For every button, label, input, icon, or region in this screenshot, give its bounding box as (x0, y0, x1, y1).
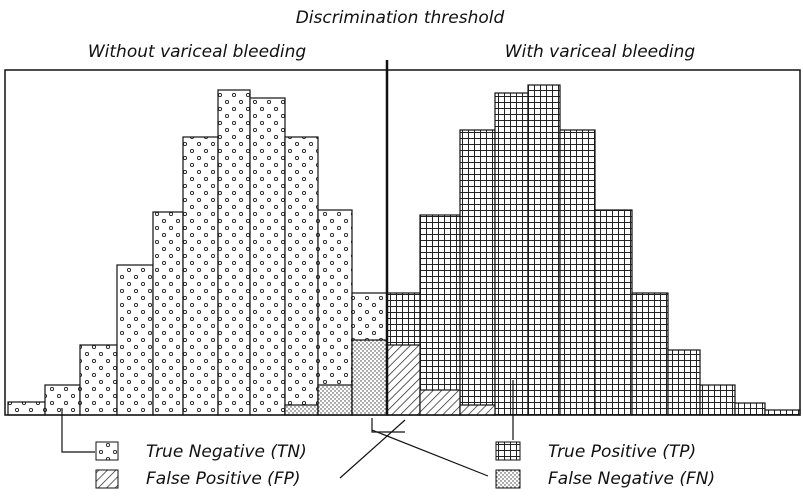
tn-bar (284, 136, 319, 416)
tp-bar (734, 402, 766, 416)
tn-bar (7, 401, 46, 416)
tp-bar (699, 384, 736, 416)
fn-bar (284, 404, 319, 416)
tn-bar (79, 344, 118, 416)
legend-label: False Negative (FN) (548, 469, 715, 489)
fp-bar (459, 404, 496, 416)
fn-bar (317, 384, 353, 416)
tp-bar (667, 349, 701, 416)
legend-swatch (95, 441, 119, 461)
fp-bar (386, 344, 421, 416)
tp-bar (559, 129, 596, 416)
legend-swatch (495, 441, 521, 461)
tp-bar (459, 129, 496, 416)
legend-label: True Positive (TP) (548, 442, 696, 462)
tn-bar (317, 209, 353, 416)
tn-bar (152, 211, 184, 416)
group-label: With variceal bleeding (505, 42, 696, 62)
tn-bar (182, 136, 219, 416)
tn-bar (116, 264, 154, 416)
title: Discrimination threshold (296, 8, 505, 28)
legend-label: True Negative (TN) (146, 442, 307, 462)
tp-bar (419, 214, 461, 416)
histogram (7, 84, 801, 416)
tp-bar (527, 84, 561, 416)
legend-swatch (495, 469, 521, 489)
tp-bar (631, 292, 669, 416)
frame (4, 69, 801, 416)
legend-swatch (95, 469, 119, 489)
leader-lines (61, 380, 514, 479)
legend-label: False Positive (FP) (146, 469, 300, 489)
tn-bar (217, 89, 251, 416)
tp-bar (594, 209, 633, 416)
fp-bar (419, 389, 461, 416)
group-label: Without variceal bleeding (88, 42, 306, 62)
fn-bar (351, 339, 388, 416)
tn-bar (249, 97, 286, 416)
tp-bar (494, 92, 529, 416)
